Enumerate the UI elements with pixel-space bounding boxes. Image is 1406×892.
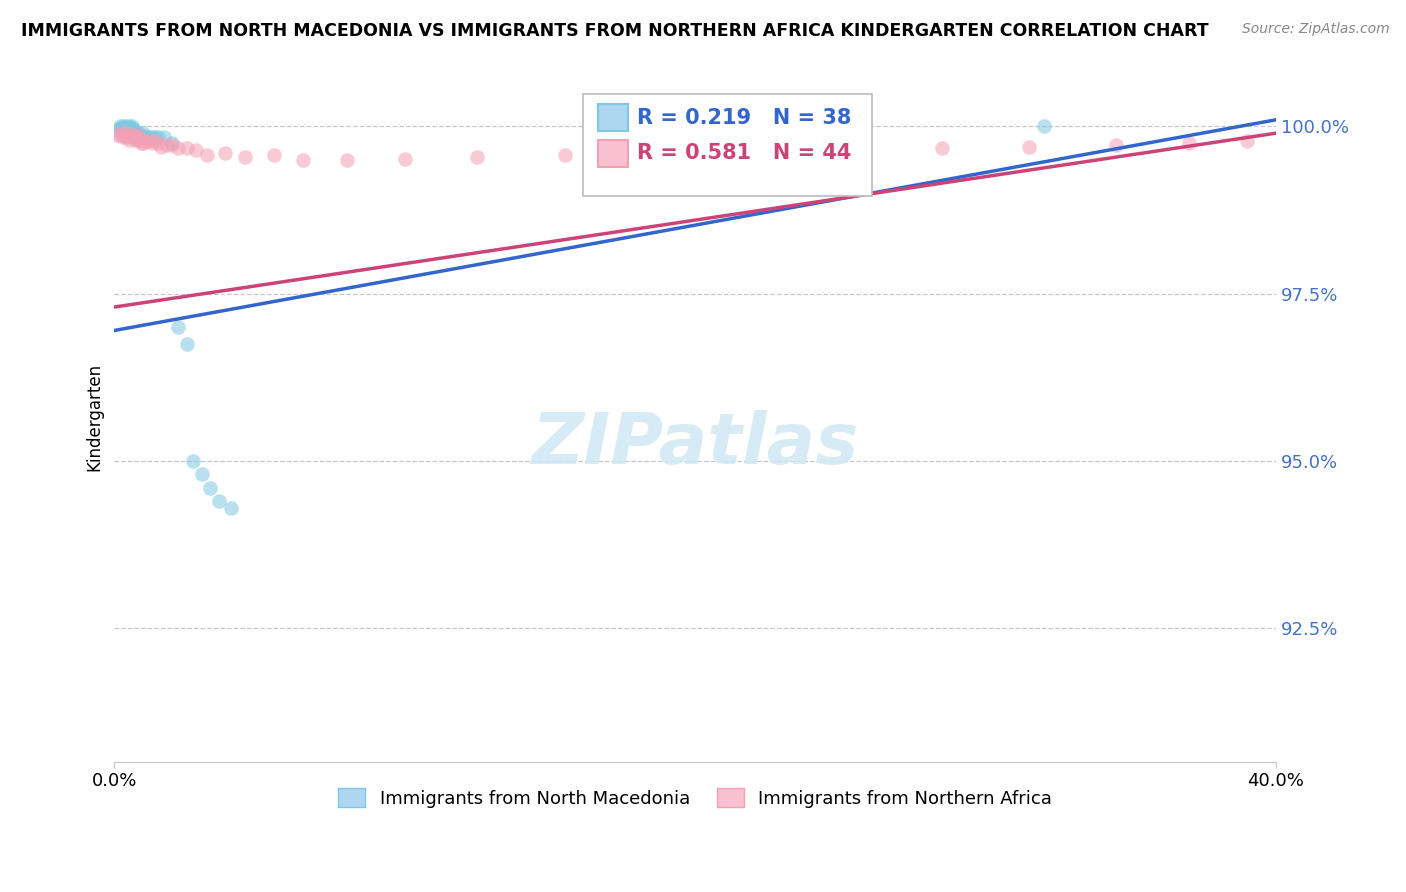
Point: [219, 500, 242, 515]
Point: [1105, 138, 1128, 153]
Point: [132, 126, 155, 140]
Point: [931, 141, 953, 155]
Point: [167, 320, 190, 334]
Point: [115, 126, 138, 140]
Point: [127, 129, 149, 144]
Point: [115, 120, 138, 135]
Point: [554, 147, 576, 161]
Point: [143, 129, 166, 144]
Point: [105, 128, 128, 142]
Point: [844, 143, 866, 157]
Point: [176, 336, 198, 351]
Point: [115, 120, 138, 134]
Point: [184, 143, 207, 157]
Point: [167, 141, 190, 155]
Point: [233, 150, 256, 164]
Point: [118, 133, 141, 147]
Point: [195, 147, 218, 161]
Point: [129, 129, 152, 144]
Point: [121, 128, 143, 142]
Point: [1032, 120, 1054, 134]
Point: [132, 129, 155, 144]
Point: [1178, 136, 1201, 151]
Point: [124, 129, 146, 144]
Text: IMMIGRANTS FROM NORTH MACEDONIA VS IMMIGRANTS FROM NORTHERN AFRICA KINDERGARTEN : IMMIGRANTS FROM NORTH MACEDONIA VS IMMIG…: [21, 22, 1209, 40]
Text: R = 0.219   N = 38: R = 0.219 N = 38: [637, 108, 851, 128]
Point: [146, 129, 169, 144]
Point: [467, 150, 489, 164]
Point: [152, 129, 174, 144]
Point: [292, 153, 315, 167]
Point: [129, 128, 152, 142]
Point: [146, 136, 169, 151]
Point: [112, 120, 135, 135]
Point: [112, 126, 135, 140]
Point: [138, 129, 160, 144]
Point: [162, 136, 184, 151]
Point: [1018, 139, 1040, 153]
Point: [121, 120, 143, 135]
Point: [124, 126, 146, 140]
Point: [118, 123, 141, 137]
Point: [394, 152, 416, 166]
Point: [141, 129, 163, 144]
Point: [742, 145, 765, 159]
Point: [141, 136, 163, 151]
Point: [124, 133, 146, 147]
Point: [143, 134, 166, 148]
Point: [118, 129, 141, 144]
Point: [115, 129, 138, 144]
Point: [112, 129, 135, 144]
Point: [121, 126, 143, 140]
Point: [135, 134, 157, 148]
Point: [118, 120, 141, 134]
Point: [127, 126, 149, 140]
Point: [121, 120, 143, 134]
Point: [214, 146, 236, 161]
Text: Source: ZipAtlas.com: Source: ZipAtlas.com: [1241, 22, 1389, 37]
Point: [181, 454, 204, 468]
Text: ZIPatlas: ZIPatlas: [531, 410, 859, 479]
Point: [336, 153, 359, 167]
Point: [105, 123, 128, 137]
Point: [112, 120, 135, 134]
Point: [118, 120, 141, 135]
Point: [200, 481, 222, 495]
Point: [110, 120, 132, 135]
Point: [208, 494, 231, 508]
Point: [156, 138, 179, 153]
Point: [640, 146, 662, 161]
Point: [138, 134, 160, 148]
Point: [1236, 134, 1258, 148]
Y-axis label: Kindergarten: Kindergarten: [86, 363, 103, 472]
Point: [110, 120, 132, 134]
Point: [127, 133, 149, 147]
Point: [110, 128, 132, 142]
Point: [190, 467, 212, 482]
Point: [127, 128, 149, 142]
Point: [162, 138, 184, 153]
Point: [135, 129, 157, 144]
Point: [129, 131, 152, 145]
Point: [132, 136, 155, 151]
Point: [124, 123, 146, 137]
Point: [124, 129, 146, 144]
Point: [149, 139, 172, 153]
Point: [263, 147, 285, 161]
Point: [176, 141, 198, 155]
Legend: Immigrants from North Macedonia, Immigrants from Northern Africa: Immigrants from North Macedonia, Immigra…: [330, 780, 1060, 814]
Text: R = 0.581   N = 44: R = 0.581 N = 44: [637, 144, 851, 163]
Point: [115, 123, 138, 137]
Point: [129, 136, 152, 151]
